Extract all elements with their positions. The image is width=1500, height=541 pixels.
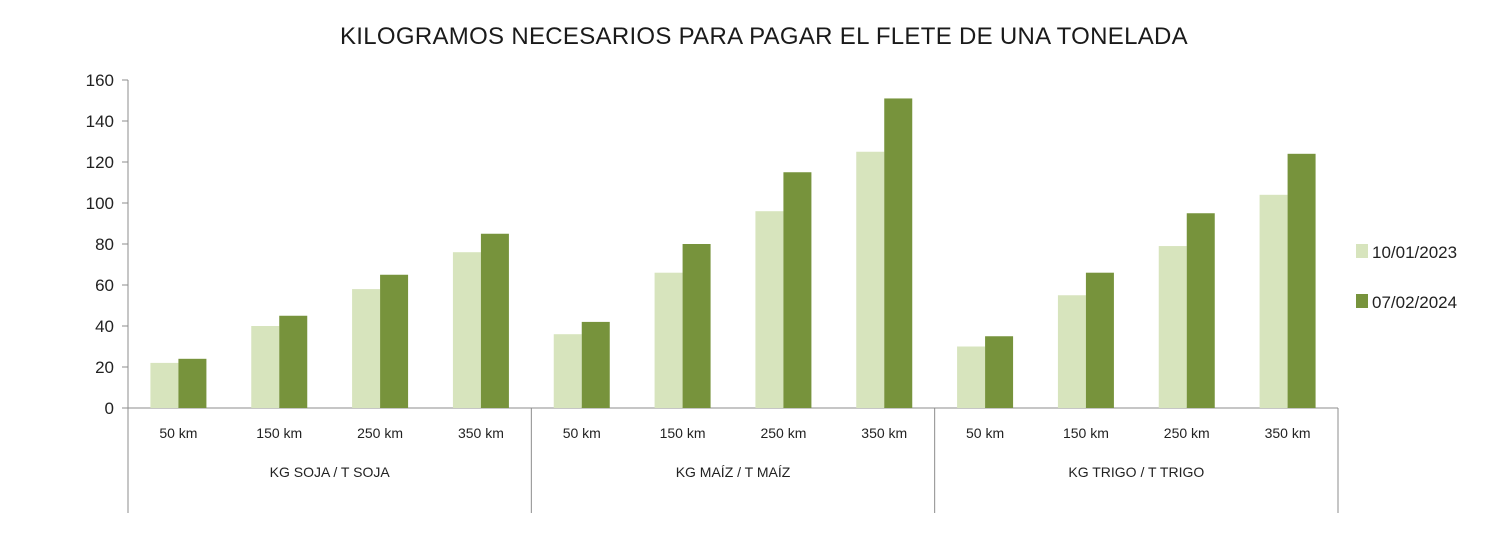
y-tick-label: 140 bbox=[86, 112, 114, 131]
bar-10/01/2023 bbox=[553, 334, 582, 408]
y-tick-label: 80 bbox=[95, 235, 114, 254]
y-tick-label: 40 bbox=[95, 317, 114, 336]
bar-07/02/2024 bbox=[985, 336, 1014, 408]
y-tick-label: 60 bbox=[95, 276, 114, 295]
bar-10/01/2023 bbox=[654, 272, 683, 408]
bar-07/02/2024 bbox=[178, 358, 207, 408]
bar-07/02/2024 bbox=[884, 98, 913, 408]
y-tick-label: 20 bbox=[95, 358, 114, 377]
bar-10/01/2023 bbox=[251, 326, 280, 408]
bar-07/02/2024 bbox=[279, 315, 308, 408]
legend-swatch bbox=[1356, 244, 1368, 258]
x-category-label: 150 km bbox=[1063, 425, 1109, 441]
bar-07/02/2024 bbox=[783, 172, 812, 408]
legend: 10/01/2023 07/02/2024 bbox=[1356, 243, 1457, 312]
bar-07/02/2024 bbox=[1186, 213, 1215, 408]
chart-title: KILOGRAMOS NECESARIOS PARA PAGAR EL FLET… bbox=[340, 23, 1188, 50]
x-category-label: 250 km bbox=[357, 425, 403, 441]
x-category-label: 350 km bbox=[458, 425, 504, 441]
bar-10/01/2023 bbox=[1259, 194, 1288, 408]
bar-07/02/2024 bbox=[581, 321, 610, 408]
legend-swatch bbox=[1356, 294, 1368, 308]
bar-10/01/2023 bbox=[1158, 246, 1187, 408]
y-tick-label: 120 bbox=[86, 153, 114, 172]
x-category-label: 150 km bbox=[660, 425, 706, 441]
legend-label: 07/02/2024 bbox=[1372, 293, 1457, 312]
bar-07/02/2024 bbox=[1287, 153, 1316, 408]
bar-10/01/2023 bbox=[352, 289, 381, 408]
x-group-label: KG MAÍZ / T MAÍZ bbox=[676, 464, 791, 480]
bar-07/02/2024 bbox=[682, 244, 711, 408]
plot-area: 0 20 40 60 80 100 120 140 160 50 km 150 km 250 km 35… bbox=[86, 71, 1339, 513]
bar-10/01/2023 bbox=[755, 211, 784, 408]
bar-10/01/2023 bbox=[1057, 295, 1086, 408]
legend-label: 10/01/2023 bbox=[1372, 243, 1457, 262]
x-category-label: 350 km bbox=[861, 425, 907, 441]
x-category-label: 50 km bbox=[966, 425, 1004, 441]
y-tick-label: 0 bbox=[105, 399, 114, 418]
x-category-label: 350 km bbox=[1265, 425, 1311, 441]
bar-10/01/2023 bbox=[150, 362, 179, 408]
x-category-label: 250 km bbox=[760, 425, 806, 441]
x-category-label: 150 km bbox=[256, 425, 302, 441]
x-group-label: KG TRIGO / T TRIGO bbox=[1068, 464, 1204, 480]
bar-10/01/2023 bbox=[856, 151, 885, 408]
x-category-label: 50 km bbox=[159, 425, 197, 441]
bar-07/02/2024 bbox=[480, 233, 509, 408]
y-tick-label: 160 bbox=[86, 71, 114, 90]
bar-10/01/2023 bbox=[452, 252, 481, 408]
bar-10/01/2023 bbox=[957, 346, 986, 408]
y-tick-label: 100 bbox=[86, 194, 114, 213]
x-group-label: KG SOJA / T SOJA bbox=[270, 464, 391, 480]
bar-07/02/2024 bbox=[380, 274, 409, 408]
bar-07/02/2024 bbox=[1085, 272, 1114, 408]
x-category-label: 50 km bbox=[563, 425, 601, 441]
x-category-label: 250 km bbox=[1164, 425, 1210, 441]
